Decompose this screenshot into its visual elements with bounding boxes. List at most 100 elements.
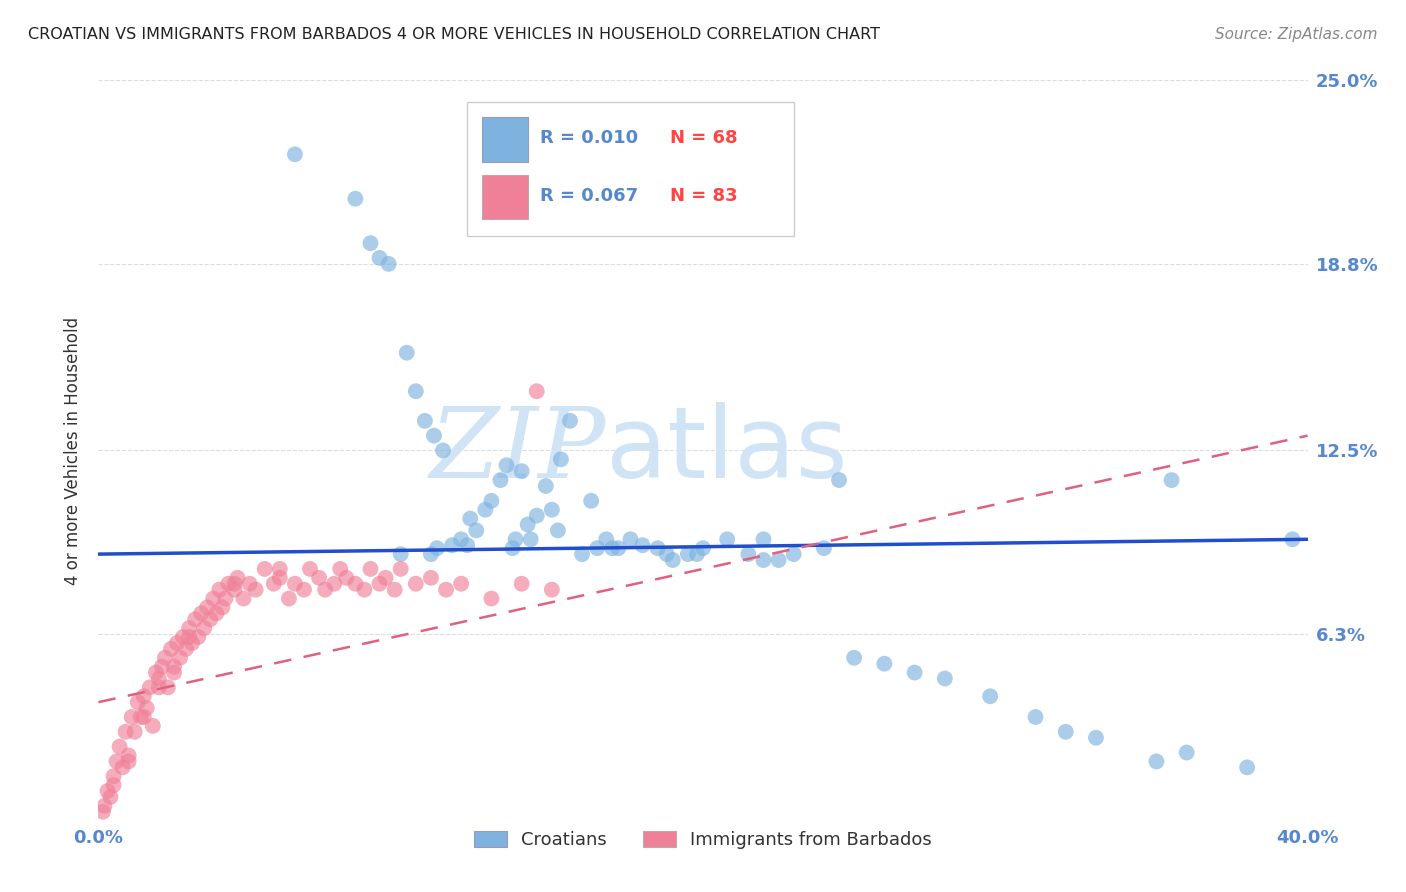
Point	[269, 571, 291, 585]
Point	[752, 553, 775, 567]
Point	[232, 591, 254, 606]
Point	[586, 541, 609, 556]
Point	[1281, 533, 1303, 547]
Point	[368, 576, 391, 591]
Point	[631, 538, 654, 552]
Point	[558, 414, 581, 428]
Point	[245, 582, 267, 597]
Point	[979, 690, 1001, 704]
Point	[481, 591, 503, 606]
Point	[187, 630, 209, 644]
Point	[132, 690, 155, 704]
Point	[224, 576, 246, 591]
Point	[114, 724, 136, 739]
Point	[510, 464, 533, 478]
Point	[314, 582, 336, 597]
Point	[934, 672, 956, 686]
Point	[91, 805, 114, 819]
Point	[263, 576, 285, 591]
Point	[217, 576, 239, 591]
Point	[124, 724, 146, 739]
Point	[602, 541, 624, 556]
Point	[413, 414, 436, 428]
Point	[214, 591, 236, 606]
Point	[420, 547, 443, 561]
Point	[502, 541, 524, 556]
Point	[200, 612, 222, 626]
Point	[148, 681, 170, 695]
Point	[156, 681, 179, 695]
Point	[768, 553, 790, 567]
Point	[111, 760, 134, 774]
Point	[489, 473, 512, 487]
Point	[526, 508, 548, 523]
Point	[96, 784, 118, 798]
Text: R = 0.010: R = 0.010	[540, 129, 638, 147]
Point	[211, 600, 233, 615]
Text: ZIP: ZIP	[430, 403, 606, 498]
Point	[516, 517, 538, 532]
Point	[1024, 710, 1046, 724]
Point	[166, 636, 188, 650]
Point	[184, 612, 207, 626]
Text: N = 83: N = 83	[671, 186, 738, 205]
Point	[308, 571, 330, 585]
Point	[153, 650, 176, 665]
Point	[179, 630, 201, 644]
Point	[135, 701, 157, 715]
Point	[571, 547, 593, 561]
Point	[284, 576, 307, 591]
Point	[269, 562, 291, 576]
Point	[1054, 724, 1077, 739]
Point	[389, 562, 412, 576]
Point	[377, 257, 399, 271]
Point	[526, 384, 548, 399]
Point	[121, 710, 143, 724]
Point	[224, 582, 246, 597]
Point	[432, 443, 454, 458]
Point	[172, 630, 194, 644]
Point	[145, 665, 167, 680]
Point	[737, 547, 759, 561]
Point	[540, 502, 562, 516]
Point	[163, 659, 186, 673]
Point	[129, 710, 152, 724]
Point	[873, 657, 896, 671]
Point	[108, 739, 131, 754]
Point	[118, 748, 141, 763]
Text: N = 68: N = 68	[671, 129, 738, 147]
Point	[813, 541, 835, 556]
Point	[118, 755, 141, 769]
Point	[423, 428, 446, 442]
Point	[208, 582, 231, 597]
Point	[174, 641, 197, 656]
Point	[434, 582, 457, 597]
Point	[510, 576, 533, 591]
Text: Source: ZipAtlas.com: Source: ZipAtlas.com	[1215, 27, 1378, 42]
Legend: Croatians, Immigrants from Barbados: Croatians, Immigrants from Barbados	[467, 823, 939, 856]
Point	[534, 479, 557, 493]
Point	[1160, 473, 1182, 487]
Point	[193, 621, 215, 635]
Point	[716, 533, 738, 547]
Point	[1146, 755, 1168, 769]
Point	[163, 665, 186, 680]
Point	[686, 547, 709, 561]
Point	[1236, 760, 1258, 774]
Point	[904, 665, 927, 680]
Point	[103, 769, 125, 783]
Point	[205, 607, 228, 621]
Point	[181, 636, 204, 650]
Point	[547, 524, 569, 538]
Point	[1085, 731, 1108, 745]
Point	[353, 582, 375, 597]
Point	[450, 533, 472, 547]
Point	[405, 384, 427, 399]
Point	[253, 562, 276, 576]
Point	[202, 591, 225, 606]
Point	[100, 789, 122, 804]
Point	[458, 511, 481, 525]
Text: R = 0.067: R = 0.067	[540, 186, 638, 205]
Point	[619, 533, 641, 547]
Point	[655, 547, 678, 561]
